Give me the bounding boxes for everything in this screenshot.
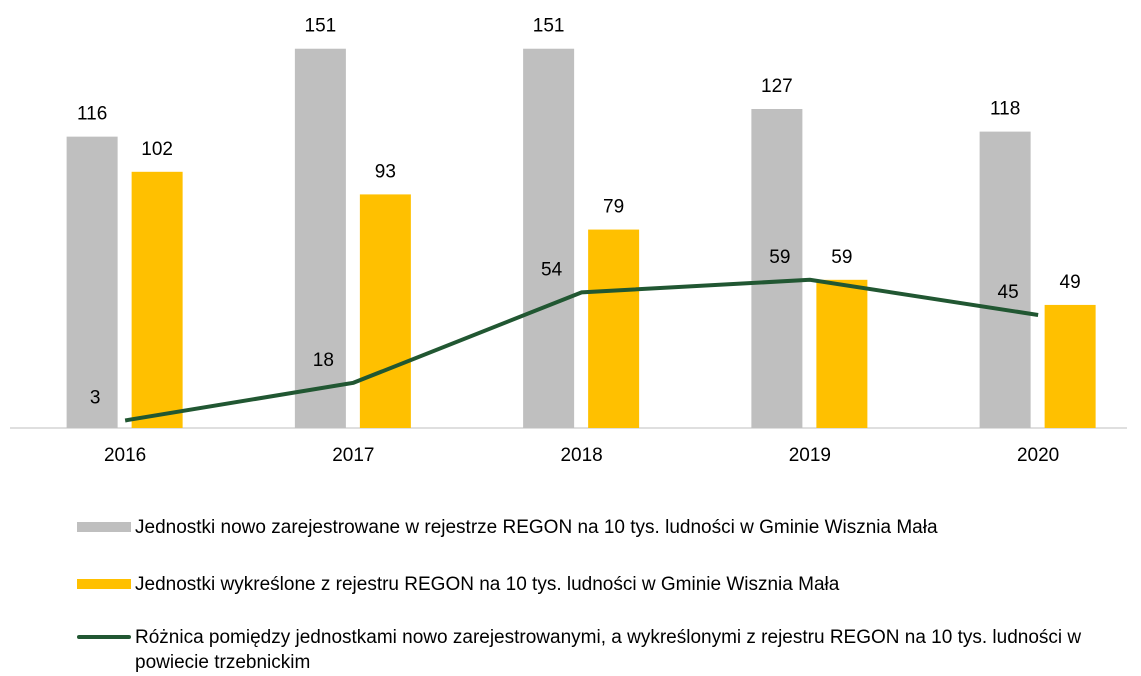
x-tick-label: 2019 [789, 445, 831, 466]
legend-swatch [77, 522, 131, 532]
data-label: 79 [603, 197, 624, 218]
bar [1044, 304, 1096, 428]
data-label: 116 [77, 104, 107, 125]
legend-label: Jednostki nowo zarejestrowane w rejestrz… [135, 517, 938, 538]
data-label: 49 [1060, 272, 1081, 293]
data-label: 3 [90, 387, 101, 408]
legend-item: Jednostki wykreślone z rejestru REGON na… [77, 572, 1115, 597]
chart: 2016 2017 2018 2019 2020 116 151 151 127 118 102 93… [10, 16, 1127, 466]
x-tick-label: 2018 [560, 445, 602, 466]
legend-item: Różnica pomiędzy jednostkami nowo zareje… [77, 625, 1115, 675]
data-label: 127 [761, 76, 793, 97]
data-label: 118 [990, 99, 1020, 120]
bar [359, 194, 411, 428]
data-label: 93 [375, 161, 396, 182]
bar [979, 131, 1031, 429]
x-tick-label: 2020 [1017, 445, 1059, 466]
legend-swatch [77, 635, 131, 639]
line [124, 277, 1039, 423]
legend-item: Jednostki nowo zarejestrowane w rejestrz… [77, 515, 1115, 540]
bar [588, 229, 640, 428]
bar [131, 171, 183, 429]
bar [294, 48, 346, 428]
data-label: 54 [541, 259, 563, 280]
data-label: 151 [533, 16, 565, 37]
bar [523, 48, 575, 428]
x-tick-label: 2016 [104, 445, 146, 466]
bar [751, 109, 803, 428]
legend-swatch [77, 579, 131, 589]
data-label: 59 [831, 247, 852, 268]
bar [66, 136, 118, 428]
data-label: 59 [769, 247, 790, 268]
data-label: 102 [141, 139, 173, 160]
legend-label: Jednostki wykreślone z rejestru REGON na… [135, 574, 840, 595]
x-tick-label: 2017 [332, 445, 374, 466]
legend-label: Różnica pomiędzy jednostkami nowo zareje… [135, 627, 1082, 673]
data-label: 45 [998, 282, 1019, 303]
data-label: 151 [305, 16, 337, 37]
bar [816, 279, 868, 428]
data-label: 18 [313, 350, 334, 371]
